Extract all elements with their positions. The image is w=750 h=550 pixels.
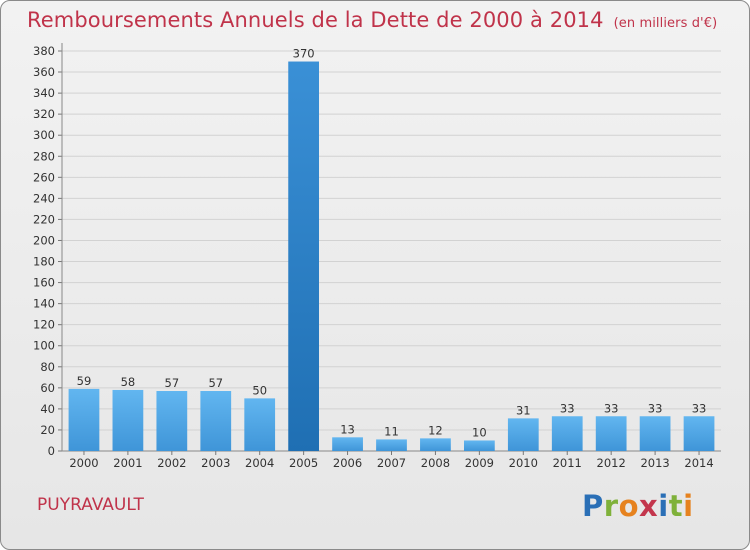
- data-label: 33: [604, 401, 619, 415]
- data-label: 370: [293, 47, 315, 61]
- data-label: 12: [428, 423, 443, 437]
- x-tick-label: 2000: [69, 456, 98, 470]
- bar: [376, 439, 407, 451]
- bar: [68, 388, 100, 451]
- bar: [595, 416, 627, 451]
- unit-label: (en milliers d'€): [613, 16, 718, 31]
- y-tick-label: 120: [33, 318, 55, 332]
- data-label: 33: [648, 401, 663, 415]
- x-tick-label: 2010: [509, 456, 538, 470]
- x-tick-label: 2013: [640, 456, 669, 470]
- x-tick-label: 2002: [157, 456, 186, 470]
- y-tick-label: 0: [48, 444, 55, 458]
- data-label: 58: [121, 375, 136, 389]
- y-tick-label: 180: [33, 255, 55, 269]
- bar: [683, 416, 715, 451]
- y-tick-label: 320: [33, 107, 55, 121]
- bar: [420, 438, 451, 451]
- data-label: 57: [208, 376, 223, 390]
- bar: [200, 391, 232, 451]
- logo-letter: t: [668, 489, 684, 523]
- bar: [156, 391, 188, 451]
- y-tick-label: 40: [40, 402, 55, 416]
- bar: [244, 398, 276, 451]
- data-label: 31: [516, 403, 531, 417]
- data-label: 50: [252, 383, 267, 397]
- y-tick-label: 360: [33, 65, 55, 79]
- logo-letter: i: [658, 489, 669, 523]
- x-tick-label: 2007: [377, 456, 406, 470]
- title-text: Remboursements Annuels de la Dette de 20…: [27, 8, 604, 32]
- logo-letter: P: [582, 489, 604, 523]
- bar: [507, 418, 539, 451]
- proxiti-logo: Proxiti: [582, 489, 694, 523]
- chart-title: Remboursements Annuels de la Dette de 20…: [27, 8, 717, 32]
- y-tick-label: 380: [33, 44, 55, 58]
- bar: [639, 416, 671, 451]
- x-tick-label: 2014: [684, 456, 713, 470]
- y-tick-label: 220: [33, 212, 55, 226]
- data-label: 11: [384, 424, 399, 438]
- data-label: 57: [165, 376, 180, 390]
- y-tick-label: 140: [33, 297, 55, 311]
- logo-letter: x: [639, 489, 659, 523]
- y-tick-label: 260: [33, 170, 55, 184]
- data-label: 10: [472, 425, 487, 439]
- data-label: 33: [692, 401, 707, 415]
- bar: [551, 416, 583, 451]
- logo-letter: r: [603, 489, 619, 523]
- y-tick-label: 20: [40, 423, 55, 437]
- x-tick-label: 2012: [597, 456, 626, 470]
- data-label: 59: [77, 374, 92, 388]
- x-tick-label: 2001: [113, 456, 142, 470]
- x-tick-label: 2009: [465, 456, 494, 470]
- bar: [112, 389, 144, 451]
- y-tick-label: 280: [33, 149, 55, 163]
- y-tick-label: 340: [33, 86, 55, 100]
- x-tick-label: 2006: [333, 456, 362, 470]
- logo-letter: i: [683, 489, 694, 523]
- y-tick-label: 160: [33, 276, 55, 290]
- logo-letter: o: [618, 489, 640, 523]
- y-tick-label: 60: [40, 381, 55, 395]
- x-tick-label: 2003: [201, 456, 230, 470]
- x-tick-label: 2008: [421, 456, 450, 470]
- bar: [288, 61, 320, 452]
- x-tick-label: 2011: [553, 456, 582, 470]
- bar: [463, 440, 495, 451]
- bar: [332, 437, 363, 451]
- x-tick-label: 2005: [289, 456, 318, 470]
- y-tick-label: 240: [33, 191, 55, 205]
- y-tick-label: 300: [33, 128, 55, 142]
- y-tick-label: 100: [33, 339, 55, 353]
- data-label: 33: [560, 401, 575, 415]
- y-tick-label: 200: [33, 233, 55, 247]
- commune-name: PUYRAVAULT: [37, 495, 144, 515]
- x-tick-label: 2004: [245, 456, 274, 470]
- y-tick-label: 80: [40, 360, 55, 374]
- data-label: 13: [340, 422, 355, 436]
